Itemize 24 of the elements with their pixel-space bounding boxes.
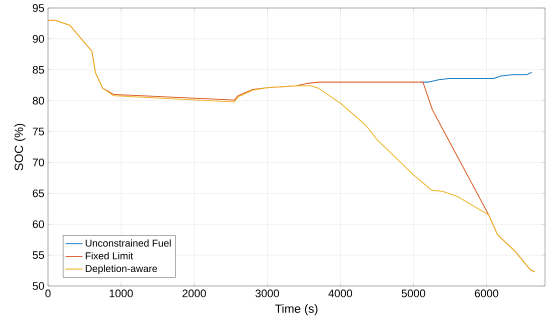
y-tick-label: 65 bbox=[32, 189, 44, 198]
x-tick-label: 0 bbox=[45, 290, 51, 298]
x-tick-label: 3000 bbox=[255, 290, 280, 298]
y-tick-label: 95 bbox=[32, 4, 44, 12]
y-tick-label: 85 bbox=[32, 66, 44, 74]
x-tick-label: 1000 bbox=[110, 290, 133, 298]
y-tick-label: 55 bbox=[32, 251, 44, 259]
y-tick-label: 50 bbox=[32, 282, 44, 290]
legend-label: Fixed Limit bbox=[86, 252, 134, 260]
x-tick-label: 2000 bbox=[182, 290, 206, 298]
line-series bbox=[420, 72, 532, 83]
x-tick-label: 6000 bbox=[474, 290, 498, 298]
line-series bbox=[48, 20, 536, 272]
legend-label: Depletion-aware bbox=[86, 264, 158, 274]
y-tick-label: 75 bbox=[32, 128, 44, 136]
y-tick-label: 90 bbox=[32, 35, 44, 43]
y-tick-label: 70 bbox=[32, 158, 44, 166]
x-tick-label: 4000 bbox=[328, 290, 352, 298]
y-axis-title: SOC (%) bbox=[14, 124, 26, 170]
x-tick-label: 5000 bbox=[402, 290, 426, 298]
legend-label: Unconstrained Fuel bbox=[86, 239, 171, 247]
y-tick-label: 60 bbox=[32, 220, 44, 228]
y-tick-label: 80 bbox=[32, 96, 44, 105]
x-axis-title: Time (s) bbox=[275, 304, 318, 316]
